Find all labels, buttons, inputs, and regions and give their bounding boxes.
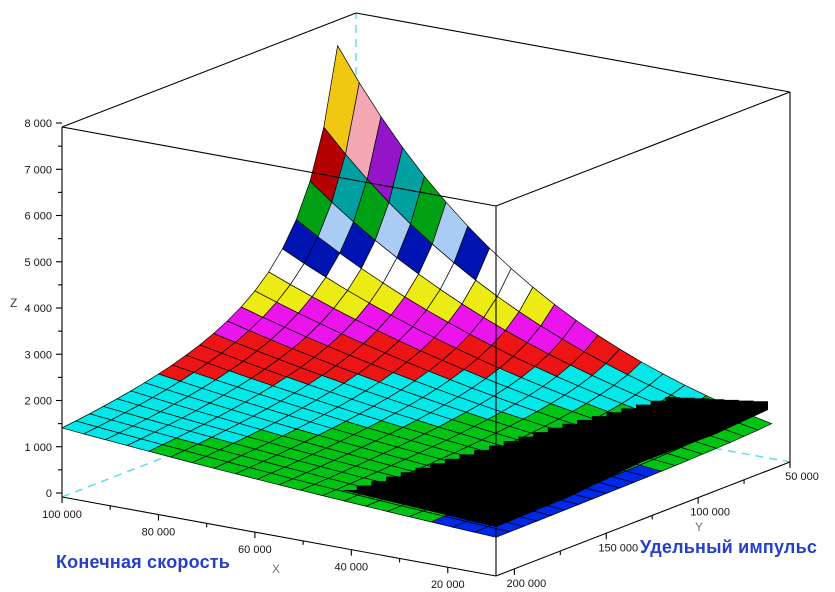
box-edge bbox=[495, 91, 791, 207]
box-edge bbox=[61, 12, 357, 128]
x-axis-title: X bbox=[272, 562, 281, 576]
box-edge bbox=[495, 461, 791, 577]
z-tick-label: 7 000 bbox=[24, 164, 52, 176]
y-tick-label: 200 000 bbox=[506, 578, 546, 590]
z-tick-label: 1 000 bbox=[24, 442, 52, 454]
surface-mesh bbox=[61, 44, 773, 538]
surface-underside-skirt bbox=[342, 397, 768, 527]
y-axis-ticks: 200 000 150 000 100 000 50 000 bbox=[506, 462, 819, 590]
z-tick-label: 2 000 bbox=[24, 396, 52, 408]
z-tick-label: 5 000 bbox=[24, 257, 52, 269]
surface-underside bbox=[342, 397, 768, 527]
z-tick-label: 3 000 bbox=[24, 349, 52, 361]
x-tick-label: 60 000 bbox=[238, 544, 272, 556]
z-tick-label: 6 000 bbox=[24, 211, 52, 223]
x-tick-label: 100 000 bbox=[42, 509, 82, 521]
x-tick-label: 20 000 bbox=[431, 579, 465, 591]
box-edge bbox=[61, 496, 497, 577]
z-tick-label: 8 000 bbox=[24, 118, 52, 130]
y-tick-label: 50 000 bbox=[785, 471, 819, 483]
box-frame bbox=[61, 12, 791, 577]
box-edge bbox=[61, 126, 497, 207]
y-axis-title: Y bbox=[695, 520, 704, 534]
x-axis-caption: Конечная скорость bbox=[56, 552, 231, 572]
y-tick-label: 100 000 bbox=[690, 507, 730, 519]
z-axis-ticks: 0 1 000 2 000 3 000 4 000 5 000 6 000 7 000 8 00… bbox=[24, 118, 62, 500]
z-tick-label: 0 bbox=[46, 488, 52, 500]
x-tick-label: 40 000 bbox=[335, 562, 369, 574]
x-tick-label: 80 000 bbox=[142, 527, 176, 539]
z-axis-title: Z bbox=[10, 296, 18, 310]
y-axis-caption: Удельный импульс bbox=[640, 537, 818, 557]
box-edge bbox=[355, 12, 791, 93]
x-axis-ticks: 100 000 80 000 60 000 40 000 20 000 bbox=[42, 497, 465, 591]
z-tick-label: 4 000 bbox=[24, 303, 52, 315]
y-tick-label: 150 000 bbox=[598, 542, 638, 554]
